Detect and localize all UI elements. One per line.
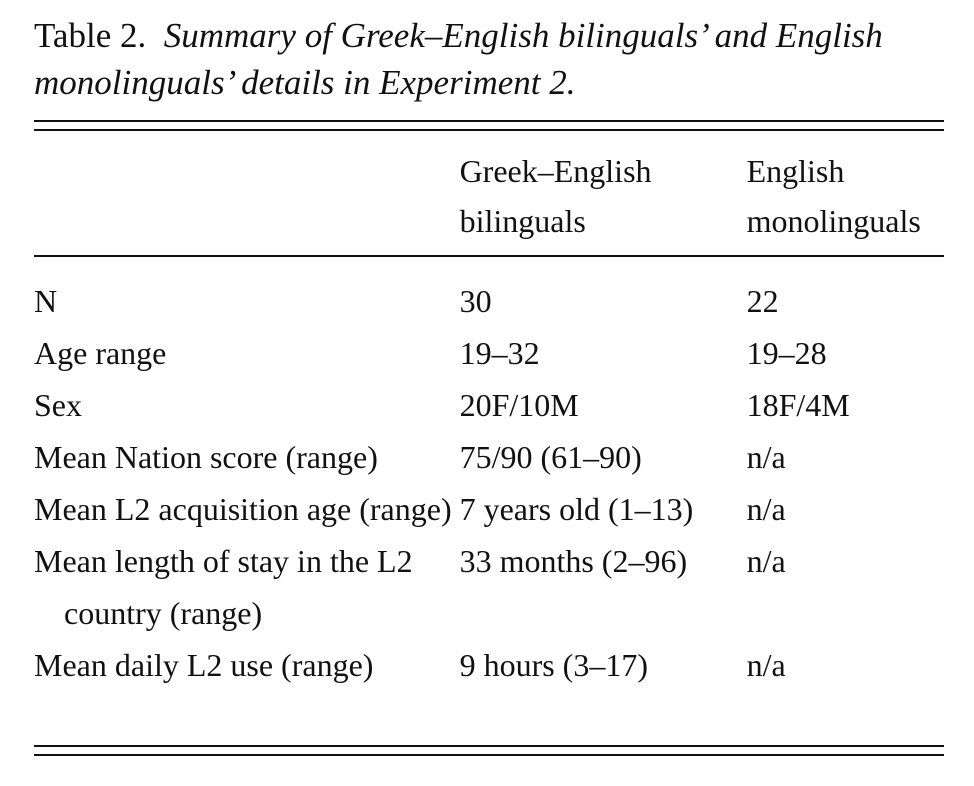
bilinguals-value: 20F/10M	[459, 387, 579, 423]
header-cell-monolinguals: English monolinguals	[747, 140, 944, 261]
bottom-rule-upper	[34, 745, 944, 747]
caption-label: Table 2.	[34, 16, 147, 55]
table-row: Mean Nation score (range) 75/90 (61–90) …	[34, 431, 944, 483]
header-monolinguals-line1: English	[746, 153, 845, 189]
table-row: Mean length of stay in the L2 country (r…	[34, 535, 944, 639]
bottom-rule-lower	[34, 754, 944, 756]
bilinguals-value: 33 months (2–96)	[459, 543, 688, 579]
header-bilinguals-line2: bilinguals	[459, 203, 586, 239]
header-cell-empty	[34, 140, 460, 261]
row-label: Mean length of stay in the L2 country (r…	[34, 543, 413, 631]
table-row: Mean daily L2 use (range) 9 hours (3–17)…	[34, 639, 944, 691]
header-cell-bilinguals: Greek–English bilinguals	[460, 140, 747, 261]
bilinguals-value: 7 years old (1–13)	[459, 491, 694, 527]
row-label: Age range	[34, 335, 167, 371]
bilinguals-value: 19–32	[459, 335, 540, 371]
header-bilinguals-line1: Greek–English	[459, 153, 652, 189]
top-rule-upper	[34, 120, 944, 122]
monolinguals-value: 18F/4M	[746, 387, 850, 423]
monolinguals-value: n/a	[746, 647, 786, 683]
bilinguals-value: 9 hours (3–17)	[459, 647, 648, 683]
row-label: Mean L2 acquisition age (range)	[34, 491, 452, 527]
table-row: Sex 20F/10M 18F/4M	[34, 379, 944, 431]
header-monolinguals-line2: monolinguals	[746, 203, 921, 239]
top-rule-lower	[34, 129, 944, 131]
row-label: Sex	[34, 387, 82, 423]
monolinguals-value: n/a	[746, 543, 786, 579]
row-label: Mean Nation score (range)	[34, 439, 378, 475]
bilinguals-value: 30	[459, 283, 492, 319]
caption-text: Summary of Greek–English bilinguals’ and…	[34, 16, 883, 102]
monolinguals-value: 19–28	[746, 335, 827, 371]
monolinguals-value: 22	[746, 283, 779, 319]
header-rule	[34, 255, 944, 257]
monolinguals-value: n/a	[746, 439, 786, 475]
row-label: Mean daily L2 use (range)	[34, 647, 374, 683]
table-row: Age range 19–32 19–28	[34, 327, 944, 379]
header-row: Greek–English bilinguals English monolin…	[34, 140, 944, 261]
row-label: N	[34, 283, 58, 319]
table-caption: Table 2. Summary of Greek–English biling…	[34, 12, 944, 106]
table-row: Mean L2 acquisition age (range) 7 years …	[34, 483, 944, 535]
bilinguals-value: 75/90 (61–90)	[459, 439, 642, 475]
monolinguals-value: n/a	[746, 491, 786, 527]
summary-table: Greek–English bilinguals English monolin…	[34, 140, 944, 691]
table-row: N 30 22	[34, 261, 944, 327]
